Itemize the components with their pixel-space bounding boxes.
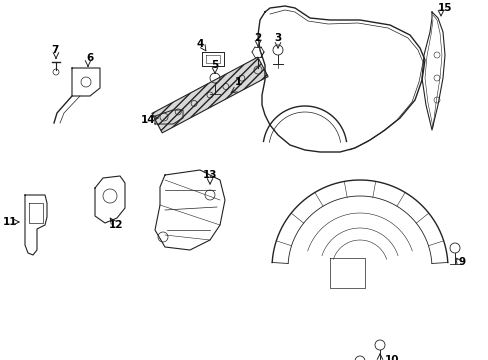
Text: 1: 1 [234, 77, 241, 87]
Text: 12: 12 [108, 220, 123, 230]
Text: 4: 4 [196, 39, 203, 49]
Text: 10: 10 [384, 355, 398, 360]
Text: 9: 9 [458, 257, 465, 267]
Text: 14: 14 [141, 115, 155, 125]
Text: 6: 6 [86, 53, 93, 63]
Polygon shape [152, 57, 267, 133]
Text: 13: 13 [203, 170, 217, 180]
Text: 11: 11 [3, 217, 17, 227]
Text: 2: 2 [254, 33, 261, 43]
Text: 15: 15 [437, 3, 451, 13]
Text: 3: 3 [274, 33, 281, 43]
Text: 5: 5 [211, 60, 218, 70]
Text: 7: 7 [51, 45, 59, 55]
